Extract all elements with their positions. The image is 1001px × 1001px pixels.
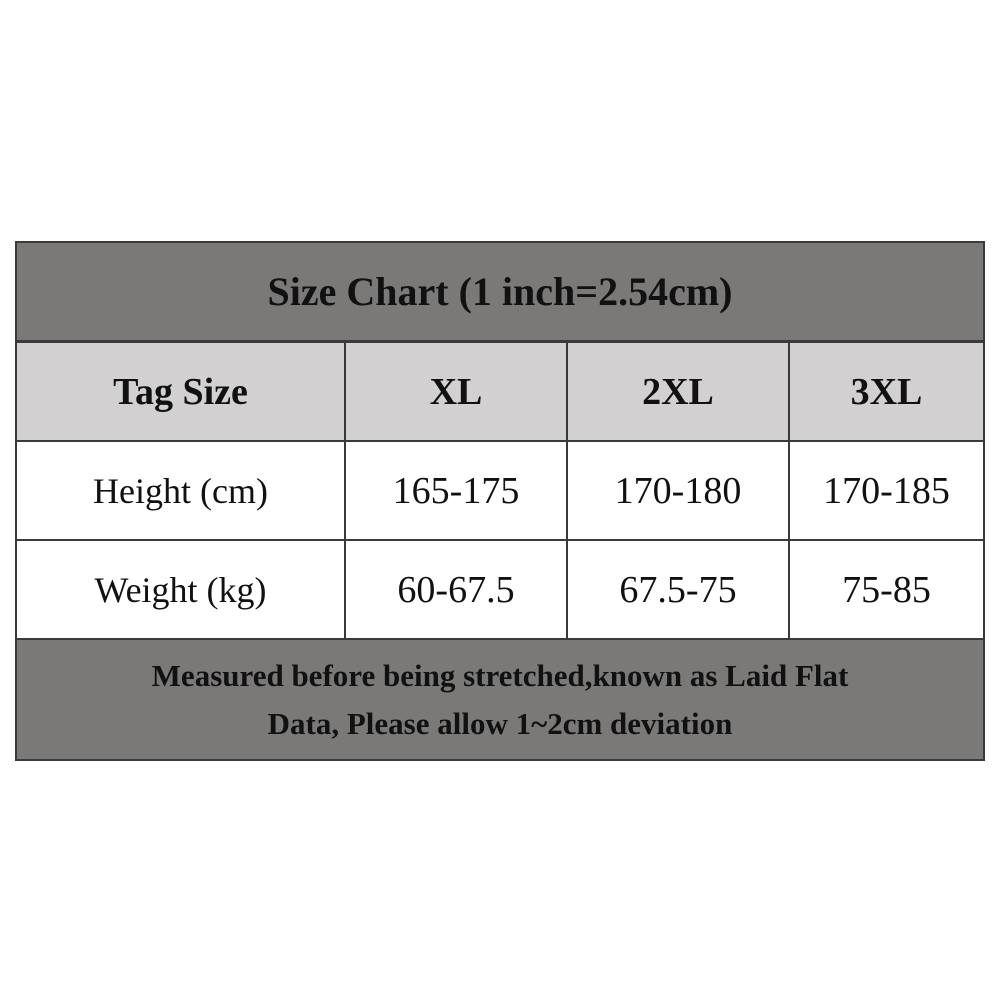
footer-line-1: Measured before being stretched,known as… [151, 657, 849, 693]
table-cell: 165-175 [344, 442, 566, 539]
size-chart-table: Size Chart (1 inch=2.54cm) Tag Size XL 2… [15, 241, 985, 761]
footer-line-2: Data, Please allow 1~2cm deviation [267, 705, 733, 741]
row-label: Weight (kg) [94, 569, 267, 610]
table-row-weight: Weight (kg) 60-67.5 67.5-75 75-85 [17, 541, 983, 640]
header-row: Tag Size XL 2XL 3XL [17, 343, 983, 442]
header-cell-xl: XL [344, 343, 566, 440]
header-cell-2xl: 2XL [566, 343, 788, 440]
row-label: Height (cm) [93, 470, 268, 511]
table-cell: 170-185 [788, 442, 983, 539]
header-cell-3xl: 3XL [788, 343, 983, 440]
table-cell: 170-180 [566, 442, 788, 539]
table-title: Size Chart (1 inch=2.54cm) [17, 243, 983, 343]
table-cell: 60-67.5 [344, 541, 566, 638]
header-cell-tag-size: Tag Size [113, 370, 248, 413]
footer-note: Measured before being stretched,known as… [17, 640, 983, 759]
table-cell: 75-85 [788, 541, 983, 638]
table-cell: 67.5-75 [566, 541, 788, 638]
table-row-height: Height (cm) 165-175 170-180 170-185 [17, 442, 983, 541]
